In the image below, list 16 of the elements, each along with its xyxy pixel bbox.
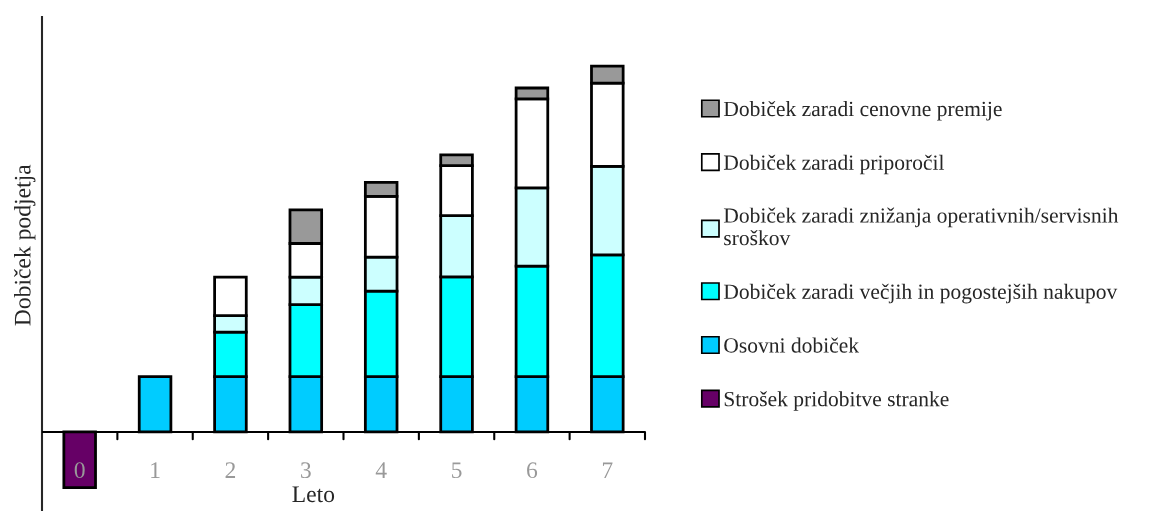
x-tick-label: 5 [452,462,462,479]
legend-label: Dobiček zaradi priporočil [723,154,945,175]
x-tick-label: 4 [375,462,387,478]
x-tick-label: 6 [527,462,538,479]
legend-label: Osovni dobiček [724,337,860,353]
x-tick-label: 3 [301,462,311,479]
legend-label: Dobiček zaradi večjih in pogostejših nakupov [723,283,1118,304]
x-tick-label: 2 [225,462,236,478]
legend-label: Dobiček zaradi cenovne premije [723,101,1002,121]
x-axis-title: Leto [292,486,335,503]
legend-label: Dobiček zaradi znižanja operativnih/servisnih sroškov [723,207,1119,246]
x-tick-label: 7 [602,462,613,478]
y-axis-title: Dobiček podjetja [13,164,36,326]
x-tick-label: 1 [151,462,160,478]
x-tick-label: 0 [74,462,85,479]
legend-label: Strošek pridobitve stranke [724,391,949,411]
